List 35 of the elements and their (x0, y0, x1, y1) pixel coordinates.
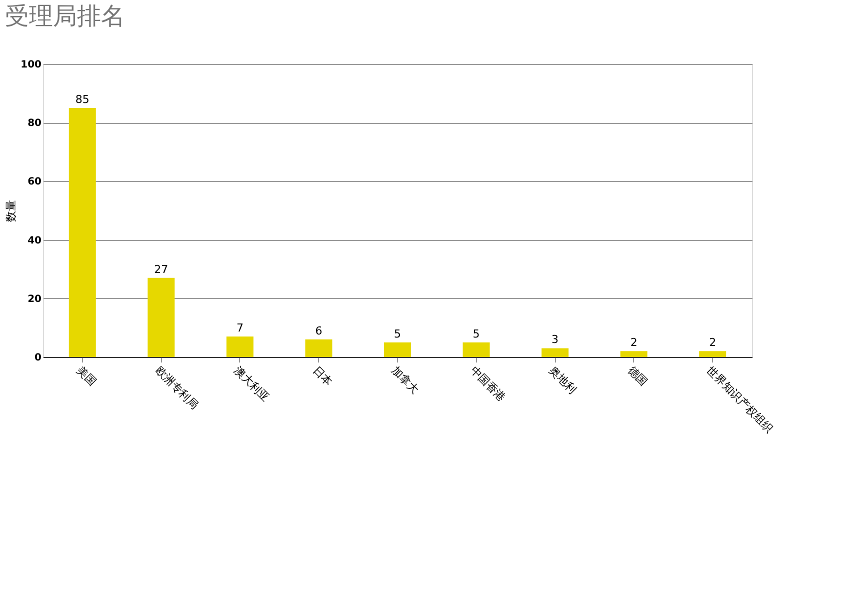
x-tick-label: 中国香港 (468, 364, 508, 404)
x-tick-label: 日本 (310, 364, 335, 389)
x-tick-label: 世界知识产权组织 (704, 364, 776, 436)
data-label: 2 (709, 336, 716, 350)
data-label: 27 (154, 262, 168, 276)
bar (542, 348, 569, 357)
chart-title: 受理局排名 (5, 2, 126, 30)
y-tick-label: 40 (28, 235, 42, 246)
y-axis-title: 数量 (4, 200, 18, 222)
x-tick-label: 奥地利 (546, 364, 580, 396)
y-tick-label: 20 (28, 294, 42, 305)
data-label: 6 (315, 324, 322, 338)
bar (620, 351, 648, 357)
bar (699, 351, 726, 357)
x-tick-label: 美国 (74, 364, 99, 389)
data-label: 7 (236, 321, 244, 334)
bar (148, 278, 175, 357)
x-tick-label: 德国 (625, 364, 650, 389)
y-tick-label: 60 (28, 176, 42, 188)
data-label: 2 (630, 336, 638, 350)
data-label: 85 (75, 92, 90, 106)
data-label: 5 (472, 327, 480, 340)
x-tick-label: 欧洲专利局 (152, 364, 201, 412)
y-tick-label: 80 (28, 118, 42, 130)
bar (384, 342, 411, 357)
x-tick-label: 加拿大 (389, 364, 422, 396)
bar (68, 108, 96, 357)
bar (462, 342, 490, 357)
data-label: 3 (552, 333, 559, 346)
bar (305, 339, 332, 357)
bar (226, 336, 254, 357)
y-tick-label: 100 (20, 60, 42, 70)
y-tick-label: 0 (34, 352, 42, 364)
data-label: 5 (394, 327, 401, 340)
x-tick-label: 澳大利亚 (231, 364, 272, 404)
